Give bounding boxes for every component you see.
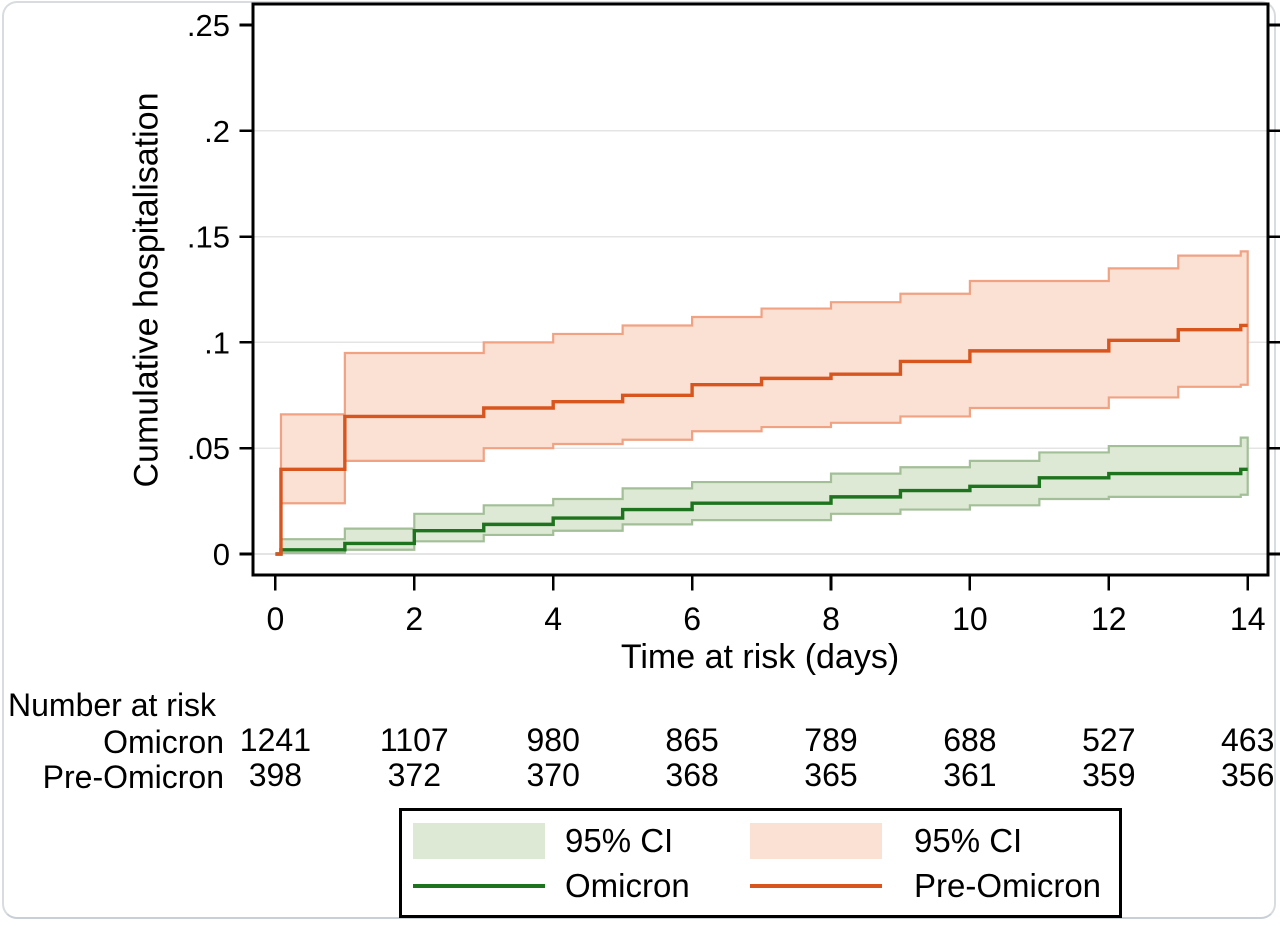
risk-count-pre-omicron: 398	[249, 757, 302, 793]
risk-count-omicron: 1107	[380, 722, 449, 758]
x-tick-label: 10	[952, 601, 988, 637]
y-tick-label: .25	[187, 8, 230, 43]
risk-row-label-omicron: Omicron	[103, 724, 224, 760]
y-tick-label: .2	[204, 114, 230, 149]
x-tick-label: 12	[1091, 601, 1127, 637]
risk-count-pre-omicron: 370	[527, 757, 580, 793]
x-tick-label: 0	[267, 601, 285, 637]
ci-swatch-omicron	[413, 823, 545, 859]
pre-omicron-step-line	[275, 323, 1248, 556]
plot-frame	[251, 2, 1270, 577]
x-tick-label: 4	[544, 601, 562, 637]
line-swatch-omicron	[413, 884, 545, 888]
y-tick-label: .1	[204, 325, 230, 360]
risk-row-label-pre-omicron: Pre-Omicron	[42, 759, 224, 795]
risk-count-omicron: 789	[804, 722, 857, 758]
risk-count-omicron: 688	[943, 722, 996, 758]
x-tick-label: 8	[822, 601, 840, 637]
omicron-step-line	[275, 467, 1248, 556]
risk-count-omicron: 527	[1082, 722, 1135, 758]
x-tick-label: 14	[1230, 601, 1266, 637]
y-tick-label: .05	[187, 431, 230, 466]
y-tick-label: .15	[187, 220, 230, 255]
risk-count-pre-omicron: 365	[804, 757, 857, 793]
legend-box: 95% CI 95% CI Omicron Pre-Omicron	[399, 808, 1122, 918]
risk-count-pre-omicron: 359	[1082, 757, 1135, 793]
risk-count-pre-omicron: 368	[665, 757, 718, 793]
legend-label-ci-omicron: 95% CI	[565, 822, 674, 859]
number-at-risk-header: Number at risk	[8, 687, 217, 723]
legend-label-ci-pre-omicron: 95% CI	[914, 822, 1023, 859]
legend-label-omicron: Omicron	[565, 867, 690, 904]
legend-label-pre-omicron: Pre-Omicron	[914, 867, 1102, 904]
risk-count-pre-omicron: 356	[1221, 757, 1274, 793]
risk-count-omicron: 865	[665, 722, 718, 758]
ci-swatch-pre-omicron	[750, 823, 882, 859]
risk-count-omicron: 1241	[240, 722, 311, 758]
y-tick-label: 0	[213, 537, 230, 572]
risk-count-omicron: 463	[1221, 722, 1274, 758]
x-tick-label: 6	[683, 601, 701, 637]
risk-count-pre-omicron: 372	[388, 757, 441, 793]
x-axis-title: Time at risk (days)	[620, 638, 900, 676]
risk-count-pre-omicron: 361	[943, 757, 996, 793]
risk-count-omicron: 980	[527, 722, 580, 758]
line-swatch-pre-omicron	[750, 884, 882, 888]
x-tick-label: 2	[405, 601, 423, 637]
y-axis-title: Cumulative hospitalisation	[127, 92, 166, 488]
